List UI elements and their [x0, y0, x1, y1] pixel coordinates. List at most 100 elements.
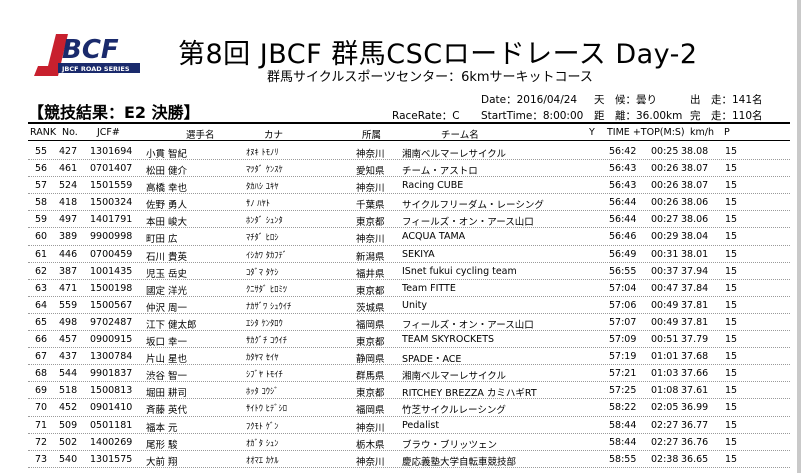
jcf-cell: 9901837 — [90, 368, 133, 380]
table-row: 58 418 1500324 佐野 勇人 ｻﾉ ﾊﾔﾄ 千葉県 サイクルフリーダム・レーシン… — [28, 194, 790, 212]
prefecture-cell: 神奈川 — [356, 149, 385, 160]
rider-name-cell: 斉藤 英代 — [146, 405, 188, 417]
team-cell: 慶応義塾大学自転車競技部 — [402, 456, 517, 468]
bib-cell: 524 — [59, 180, 78, 192]
jcf-cell: 1400269 — [90, 436, 133, 448]
table-row: 63 471 1500198 國定 洋光 ｸﾆｻﾀﾞ ﾋﾛﾐﾂ 東京都 Team FITTE… — [28, 280, 790, 297]
gap-cell: 01:03 — [651, 368, 679, 380]
rank-cell: 67 — [35, 351, 48, 363]
rider-kana-cell: ﾅｶｻﾞﾜ ｼｭｳｲﾁ — [246, 301, 292, 312]
jcf-cell: 0901410 — [90, 402, 133, 414]
jcf-cell: 1500324 — [90, 197, 133, 209]
col-no: No. — [62, 127, 78, 138]
table-row: 59 497 1401791 本田 峻大 ﾎﾝﾀﾞ ｼｭﾝﾀ 東京都 フィールズ・オン・アー… — [28, 211, 790, 229]
jcf-cell: 0701407 — [90, 163, 133, 175]
rank-cell: 73 — [35, 453, 48, 465]
prefecture-cell: 福井県 — [356, 268, 385, 280]
col-y: Y — [589, 127, 595, 138]
bib-cell: 389 — [59, 231, 78, 243]
gap-cell: 00:25 — [651, 146, 679, 157]
points-cell: 15 — [725, 436, 738, 448]
bib-cell: 502 — [59, 436, 78, 448]
bib-cell: 437 — [59, 351, 78, 363]
points-cell: 15 — [725, 453, 738, 465]
rider-name-cell: 渋谷 智一 — [146, 371, 188, 383]
speed-cell: 37.81 — [681, 316, 709, 328]
jcf-cell: 9900998 — [90, 231, 133, 243]
rider-name-cell: 坂口 幸一 — [146, 337, 188, 349]
time-cell: 56:42 — [609, 146, 637, 157]
table-row: 69 518 1500813 堀田 耕司 ﾎｯﾀ ｺｳｼﾞ 東京都 RITCHEY BREZ… — [28, 382, 790, 400]
jcf-cell: 1501559 — [90, 180, 133, 192]
time-cell: 56:43 — [609, 163, 637, 175]
header-divider — [28, 122, 790, 124]
rank-cell: 69 — [35, 385, 48, 397]
rank-cell: 59 — [35, 214, 48, 226]
weather: 天 候：曇り — [594, 94, 657, 106]
prefecture-cell: 栃木県 — [356, 439, 385, 451]
points-cell: 15 — [725, 146, 738, 157]
rider-kana-cell: ｻｶｸﾞﾁ ｺｳｲﾁ — [246, 336, 287, 347]
rider-kana-cell: ｵﾇｷ ﾄﾓﾉﾘ — [246, 148, 279, 158]
rider-kana-cell: ﾏﾁﾀﾞ ﾋﾛｼ — [246, 233, 279, 244]
col-pref: 所属 — [362, 130, 382, 141]
jcf-cell: 1301694 — [90, 146, 133, 157]
col-team: チーム名 — [441, 130, 479, 141]
gap-cell: 00:47 — [651, 282, 679, 294]
time-cell: 56:44 — [609, 214, 637, 226]
time-cell: 56:46 — [609, 231, 637, 243]
col-name: 選手名 — [186, 130, 215, 141]
time-cell: 56:43 — [609, 180, 637, 192]
rank-cell: 58 — [35, 197, 48, 209]
time-cell: 58:44 — [609, 419, 637, 431]
rank-cell: 55 — [35, 146, 48, 157]
rider-name-cell: 石川 貴英 — [146, 251, 188, 263]
speed-cell: 36.99 — [681, 402, 709, 414]
speed-cell: 38.04 — [681, 231, 709, 243]
distance: 距 離：36.00km — [594, 110, 683, 122]
rider-kana-cell: ｻｲﾄｳ ﾋﾃﾞｼﾛ — [246, 404, 287, 415]
speed-cell: 36.77 — [681, 419, 709, 431]
starters-count: 出 走：141名 — [690, 94, 763, 106]
team-cell: ブラウ・ブリッツェン — [402, 439, 498, 451]
speed-cell: 37.79 — [681, 334, 709, 346]
points-cell: 15 — [725, 316, 738, 328]
venue-subtitle: 群馬サイクルスポーツセンター：6kmサーキットコース — [267, 70, 593, 85]
points-cell: 15 — [725, 299, 738, 311]
jcf-cell: 1500567 — [90, 299, 133, 311]
rider-name-cell: 國定 洋光 — [146, 285, 188, 297]
points-cell: 15 — [725, 214, 738, 226]
table-row: 65 498 9702487 江下 健太郎 ｴｼﾀ ｹﾝﾀﾛｳ 福岡県 フィールズ・オン・ア… — [28, 314, 790, 332]
time-cell: 58:22 — [609, 402, 637, 414]
rider-kana-cell: ｵｶﾞﾀ ｼｭﾝ — [246, 438, 279, 449]
jcf-cell: 1001435 — [90, 265, 133, 277]
rider-kana-cell: ﾌｸﾓﾄ ｹﾞﾝ — [246, 421, 279, 432]
points-cell: 15 — [725, 351, 738, 363]
time-cell: 57:19 — [609, 351, 637, 363]
team-cell: Unity — [402, 299, 427, 311]
speed-cell: 37.84 — [681, 282, 709, 294]
prefecture-cell: 東京都 — [356, 285, 385, 297]
rider-name-cell: 松田 健介 — [146, 166, 188, 178]
bib-cell: 540 — [59, 453, 78, 465]
speed-cell: 37.68 — [681, 351, 709, 363]
col-rank: RANK — [30, 127, 57, 138]
team-cell: Pedalist — [402, 419, 440, 431]
gap-cell: 00:26 — [651, 197, 679, 209]
rank-cell: 63 — [35, 282, 48, 294]
prefecture-cell: 神奈川 — [356, 234, 385, 246]
gap-cell: 00:26 — [651, 163, 679, 175]
prefecture-cell: 愛知県 — [356, 166, 385, 178]
jcf-cell: 0900915 — [90, 334, 133, 346]
table-row: 55 427 1301694 小貫 智紀 ｵﾇｷ ﾄﾓﾉﾘ 神奈川 湘南ベルマーレサイクル 5… — [28, 143, 790, 161]
rank-cell: 68 — [35, 368, 48, 380]
rider-kana-cell: ﾎﾝﾀﾞ ｼｭﾝﾀ — [246, 216, 283, 227]
time-cell: 57:09 — [609, 334, 637, 346]
rider-kana-cell: ﾏﾂﾀﾞ ｹﾝｽｹ — [246, 165, 283, 176]
points-cell: 15 — [725, 334, 738, 346]
race-rate: RaceRate：C — [392, 110, 460, 122]
team-cell: Racing CUBE — [402, 180, 464, 192]
bib-cell: 418 — [59, 197, 78, 209]
team-cell: 湘南ベルマーレサイクル — [402, 371, 507, 383]
team-cell: チーム・アストロ — [402, 166, 478, 178]
